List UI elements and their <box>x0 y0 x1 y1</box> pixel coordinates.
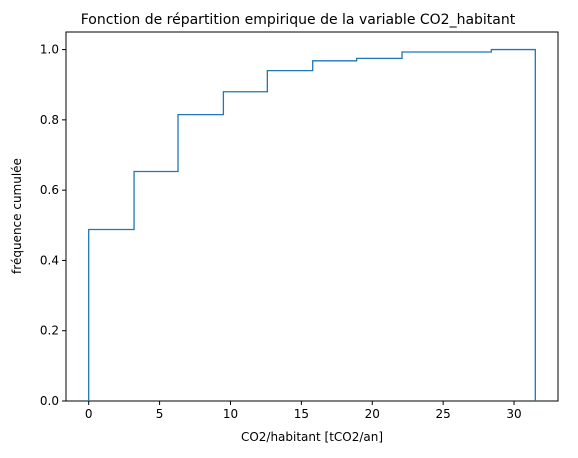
x-tick-label: 0 <box>85 407 93 421</box>
x-axis-ticks: 0 5 10 15 20 25 30 <box>85 401 522 421</box>
y-tick-label: 1.0 <box>40 43 59 57</box>
x-tick-label: 5 <box>156 407 164 421</box>
y-axis-ticks: 0.0 0.2 0.4 0.6 0.8 1.0 <box>40 43 66 408</box>
y-axis-label: fréquence cumulée <box>10 158 24 274</box>
x-axis-label: CO2/habitant [tCO2/an] <box>241 430 383 444</box>
y-tick-label: 0.6 <box>40 183 59 197</box>
y-tick-label: 0.2 <box>40 324 59 338</box>
chart-title: Fonction de répartition empirique de la … <box>81 12 516 28</box>
ecdf-step-line <box>88 48 536 401</box>
x-tick-label: 30 <box>506 407 521 421</box>
y-tick-label: 0.0 <box>40 394 59 408</box>
series-layer <box>88 48 536 401</box>
y-tick-label: 0.8 <box>40 113 59 127</box>
x-tick-label: 15 <box>294 407 309 421</box>
x-tick-label: 20 <box>365 407 380 421</box>
y-tick-label: 0.4 <box>40 253 59 267</box>
x-tick-label: 25 <box>436 407 451 421</box>
axes-frame <box>65 31 559 402</box>
x-tick-label: 10 <box>223 407 238 421</box>
